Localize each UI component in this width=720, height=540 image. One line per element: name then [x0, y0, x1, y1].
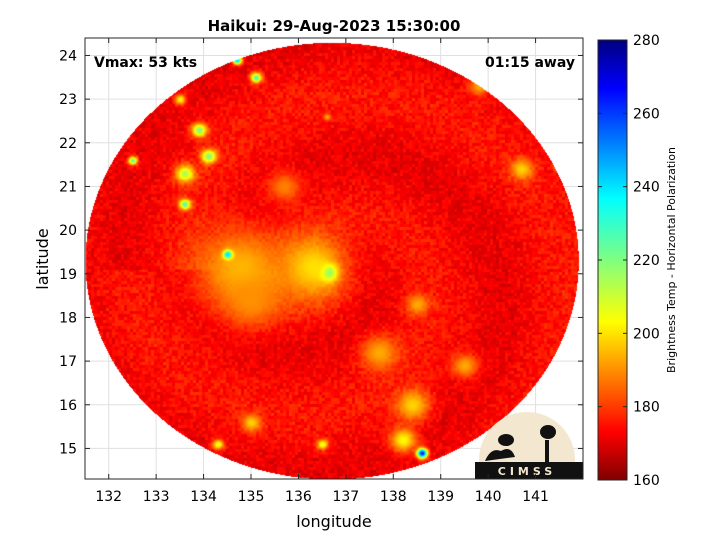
colorbar — [598, 40, 627, 480]
y-tick-label: 21 — [59, 179, 77, 195]
x-axis-label: longitude — [296, 512, 371, 531]
x-tick-label: 135 — [238, 489, 265, 505]
x-tick-label: 139 — [427, 489, 454, 505]
y-tick-label: 18 — [59, 310, 77, 326]
colorbar-ticks: 160 180 200 220 240 260 280 — [598, 33, 660, 489]
colorbar-tick-label: 240 — [633, 180, 660, 196]
x-tick-label: 141 — [522, 489, 549, 505]
x-tick-label: 138 — [380, 489, 407, 505]
y-axis-label: latitude — [33, 228, 52, 289]
colorbar-tick-label: 260 — [633, 106, 660, 122]
colorbar-tick-label: 220 — [633, 253, 660, 269]
x-tick-label: 132 — [95, 489, 122, 505]
colorbar-tick-label: 160 — [633, 473, 660, 489]
y-tick-label: 16 — [59, 398, 77, 414]
y-tick-label: 24 — [59, 48, 77, 64]
y-tick-label: 17 — [59, 354, 77, 370]
x-tick-label: 134 — [190, 489, 217, 505]
time-away-annotation: 01:15 away — [485, 55, 575, 71]
chart-title: Haikui: 29-Aug-2023 15:30:00 — [208, 17, 461, 35]
colorbar-tick-label: 200 — [633, 326, 660, 342]
x-tick-label: 140 — [475, 489, 502, 505]
x-tick-label: 136 — [285, 489, 312, 505]
x-tick-label: 133 — [143, 489, 170, 505]
y-tick-label: 22 — [59, 136, 77, 152]
vmax-annotation: Vmax: 53 kts — [94, 55, 197, 71]
colorbar-label: Brightness Temp - Horizontal Polarizatio… — [665, 147, 678, 373]
heatmap-image — [85, 38, 583, 479]
y-axis-ticks: 15 16 17 18 19 20 21 22 23 24 — [59, 48, 583, 457]
colorbar-tick-label: 280 — [633, 33, 660, 49]
y-tick-label: 15 — [59, 441, 77, 457]
x-axis-ticks: 132 133 134 135 136 137 138 139 140 141 — [95, 38, 549, 505]
y-tick-label: 19 — [59, 267, 77, 283]
logo-text: CIMSS — [498, 465, 556, 478]
x-tick-label: 137 — [332, 489, 359, 505]
y-tick-label: 20 — [59, 223, 77, 239]
cimss-logo: CIMSS — [475, 412, 583, 479]
y-tick-label: 23 — [59, 92, 77, 108]
colorbar-tick-label: 180 — [633, 400, 660, 416]
axes-box — [84, 37, 584, 480]
